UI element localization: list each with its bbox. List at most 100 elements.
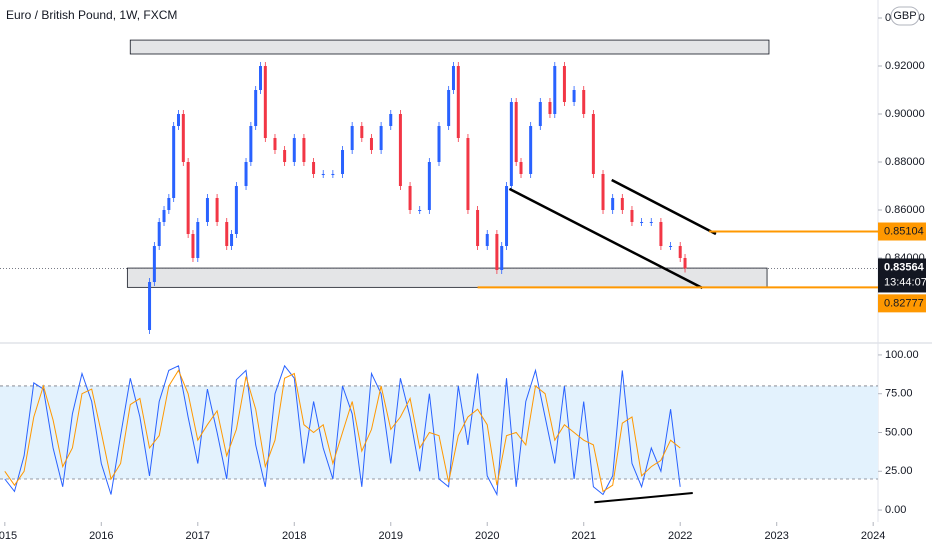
candle bbox=[215, 198, 219, 222]
candle bbox=[519, 162, 523, 174]
candle bbox=[572, 90, 576, 102]
candle bbox=[157, 222, 161, 246]
candle bbox=[259, 66, 263, 90]
candle bbox=[669, 246, 673, 247]
candle bbox=[162, 210, 166, 222]
candle bbox=[191, 234, 195, 258]
x-tick-label: 2018 bbox=[282, 530, 306, 542]
x-tick-label: 2024 bbox=[861, 530, 885, 542]
y-tick-label: 100.00 bbox=[885, 349, 919, 361]
x-tick-label: 2023 bbox=[764, 530, 788, 542]
candle bbox=[466, 138, 470, 210]
candle bbox=[341, 150, 345, 174]
candle bbox=[418, 210, 422, 211]
candle bbox=[509, 102, 513, 186]
y-tick-label: 0.90000 bbox=[885, 108, 925, 120]
candle bbox=[437, 126, 441, 162]
candle bbox=[181, 114, 185, 162]
candle bbox=[244, 162, 248, 186]
osc-line bbox=[4, 369, 681, 493]
candle bbox=[302, 138, 306, 162]
candle bbox=[312, 162, 316, 174]
osc-band bbox=[0, 385, 878, 480]
x-tick-label: 2015 bbox=[0, 530, 17, 542]
y-tick-label: 25.00 bbox=[885, 465, 913, 477]
x-tick-label: 2020 bbox=[475, 530, 499, 542]
candle bbox=[321, 174, 325, 175]
candle bbox=[148, 282, 152, 330]
candle bbox=[620, 198, 624, 210]
candle bbox=[601, 174, 605, 210]
x-tick-label: 2016 bbox=[89, 530, 113, 542]
candle bbox=[350, 126, 354, 150]
candle bbox=[225, 222, 229, 246]
candle bbox=[389, 114, 393, 126]
candle bbox=[591, 114, 595, 174]
countdown-label: 13:44:07 bbox=[884, 276, 927, 288]
candle bbox=[630, 210, 634, 222]
candle bbox=[611, 198, 615, 210]
trendline bbox=[508, 187, 703, 290]
x-tick-label: 2021 bbox=[571, 530, 595, 542]
candle bbox=[548, 102, 552, 114]
candle bbox=[254, 90, 258, 126]
candle bbox=[369, 138, 373, 150]
candle bbox=[495, 234, 499, 270]
candle bbox=[398, 114, 402, 186]
candle bbox=[331, 174, 335, 175]
candle bbox=[447, 90, 451, 126]
trendline bbox=[594, 491, 693, 504]
candle bbox=[678, 246, 682, 258]
osc-line bbox=[4, 364, 681, 497]
y-tick-label: 50.00 bbox=[885, 426, 913, 438]
candle bbox=[649, 222, 653, 223]
y-tick-label: 0.88000 bbox=[885, 156, 925, 168]
level-label: 0.85104 bbox=[884, 225, 924, 237]
candle bbox=[514, 102, 518, 162]
x-tick-label: 2017 bbox=[186, 530, 210, 542]
candle bbox=[451, 66, 455, 90]
last-price-label: 0.83564 bbox=[884, 261, 925, 273]
y-tick-label: 0.92000 bbox=[885, 60, 925, 72]
candle bbox=[476, 210, 480, 246]
candle bbox=[659, 222, 663, 246]
candle bbox=[538, 102, 542, 126]
candle bbox=[249, 126, 253, 162]
candle bbox=[360, 126, 364, 138]
trendline bbox=[611, 178, 717, 236]
candle bbox=[485, 234, 489, 246]
candle bbox=[172, 126, 176, 198]
y-tick-label: 75.00 bbox=[885, 388, 913, 400]
candle bbox=[553, 66, 557, 114]
candle bbox=[292, 138, 296, 162]
candle bbox=[456, 66, 460, 138]
level-label: 0.82777 bbox=[884, 297, 924, 309]
candle bbox=[152, 246, 156, 282]
candle bbox=[263, 66, 267, 138]
x-tick-label: 2019 bbox=[379, 530, 403, 542]
candle bbox=[234, 186, 238, 234]
currency-badge bbox=[890, 6, 920, 26]
candle bbox=[640, 222, 644, 223]
candle bbox=[167, 198, 171, 210]
candle bbox=[273, 138, 277, 150]
candle bbox=[529, 126, 533, 174]
candle bbox=[562, 66, 566, 102]
price-pane bbox=[0, 39, 878, 334]
candle bbox=[683, 258, 687, 269]
x-tick-label: 2022 bbox=[668, 530, 692, 542]
candle bbox=[186, 162, 190, 234]
y-tick-label: 0.86000 bbox=[885, 204, 925, 216]
zone bbox=[129, 39, 770, 55]
level-label-bg bbox=[878, 294, 926, 313]
chart-title: Euro / British Pound, 1W, FXCM bbox=[6, 8, 177, 22]
candle bbox=[176, 114, 180, 126]
last-price-bg bbox=[878, 258, 926, 293]
candle bbox=[408, 186, 412, 210]
candle bbox=[230, 234, 234, 246]
candle bbox=[505, 186, 509, 246]
candle bbox=[582, 90, 586, 114]
candle bbox=[196, 222, 200, 258]
y-tick-label: 0.00 bbox=[885, 504, 906, 516]
